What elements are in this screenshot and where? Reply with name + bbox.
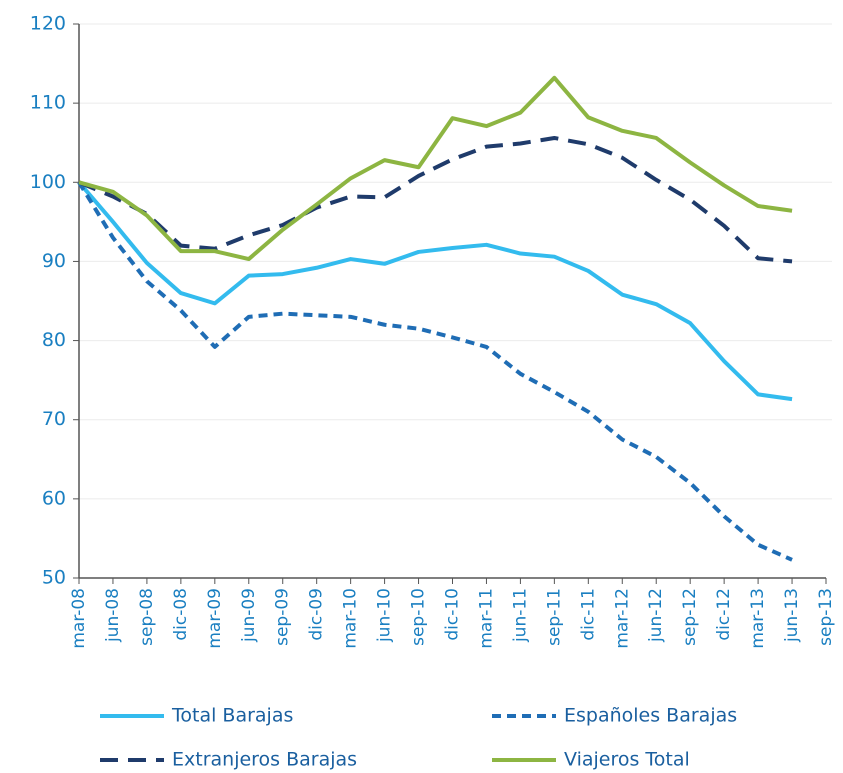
x-tick-label: mar-12 [612,588,632,649]
x-tick-label: sep-13 [816,588,836,646]
x-tick-label: jun-09 [239,588,259,643]
x-tick-label: mar-09 [205,588,225,649]
x-tick-label: jun-13 [782,588,802,643]
x-tick-label: mar-08 [69,588,89,649]
y-tick-label: 110 [30,92,66,114]
legend-label: Total Barajas [171,705,293,727]
y-tick-label: 60 [42,487,66,509]
x-tick-label: mar-13 [748,588,768,649]
x-tick-label: sep-08 [137,588,157,646]
x-tick-label: sep-11 [544,588,564,646]
y-tick-label: 70 [42,408,66,430]
y-tick-label: 90 [42,250,66,272]
legend-label: Españoles Barajas [564,705,737,727]
y-tick-label: 50 [42,567,66,589]
x-tick-label: jun-12 [646,588,666,643]
series-line [78,75,793,262]
legend-label: Extranjeros Barajas [172,749,357,771]
x-tick-label: dic-08 [171,588,191,641]
x-tick-label: dic-09 [307,588,327,641]
series-line [78,135,793,264]
y-tick-label: 80 [42,329,66,351]
x-tick-label: sep-12 [680,588,700,646]
x-tick-label: dic-10 [443,588,463,641]
x-tick-label: mar-11 [476,588,496,649]
y-tick-label: 100 [30,171,66,193]
x-tick-label: jun-10 [375,588,395,643]
x-tick-label: jun-08 [103,588,123,643]
x-tick-label: sep-10 [409,588,429,646]
x-tick-label: dic-12 [714,588,734,641]
x-tick-label: mar-10 [341,588,361,649]
x-tick-label: dic-11 [578,588,598,641]
y-tick-label: 120 [30,13,66,35]
x-tick-label: sep-09 [273,588,293,646]
series-line [77,181,793,562]
series-line [77,180,793,402]
legend-label: Viajeros Total [564,749,690,771]
x-tick-label: jun-11 [510,588,530,643]
